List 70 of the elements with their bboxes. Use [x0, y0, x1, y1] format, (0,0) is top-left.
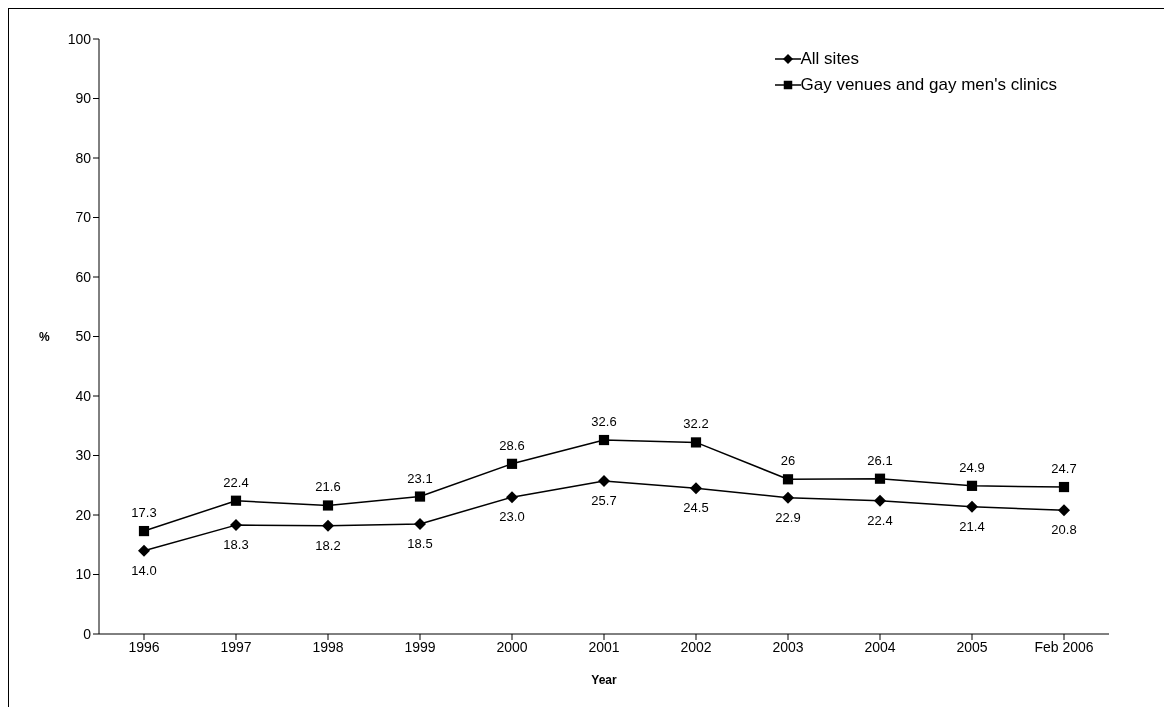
x-tick-label: 2003 — [772, 638, 804, 655]
point — [138, 544, 150, 557]
y-tick-label: 100 — [67, 30, 92, 47]
y-tick-label: 70 — [75, 209, 92, 226]
point — [1058, 504, 1070, 517]
point — [230, 519, 242, 532]
data-label: 32.2 — [683, 416, 709, 432]
point — [1058, 481, 1070, 493]
x-tick-label: 1998 — [312, 638, 344, 655]
point — [322, 519, 334, 532]
x-tick-label: 2002 — [680, 638, 712, 655]
x-tick-label: 2000 — [496, 638, 528, 655]
point — [690, 482, 702, 495]
data-label: 14.0 — [131, 562, 157, 578]
legend-label: All sites — [800, 49, 860, 69]
point — [138, 525, 150, 537]
point — [874, 494, 886, 507]
point — [598, 475, 610, 488]
data-label: 20.8 — [1051, 522, 1077, 538]
y-tick-label: 20 — [75, 506, 92, 523]
y-tick-label: 30 — [75, 447, 92, 464]
data-label: 23.1 — [407, 470, 433, 486]
x-axis-title: Year — [591, 673, 618, 687]
point — [966, 480, 978, 491]
point — [782, 491, 794, 504]
x-tick-label: 2001 — [588, 638, 620, 655]
point — [322, 500, 334, 511]
point — [414, 517, 426, 530]
x-tick-label: 1997 — [220, 638, 252, 655]
y-tick-label: 90 — [75, 90, 92, 107]
data-label: 26.1 — [867, 452, 893, 468]
data-label: 18.2 — [315, 537, 341, 553]
data-label: 18.3 — [223, 537, 249, 553]
data-label: 32.6 — [591, 414, 617, 430]
data-label: 24.7 — [1051, 461, 1077, 477]
data-label: 22.4 — [223, 474, 249, 490]
y-tick-label: 80 — [75, 149, 92, 166]
legend-label: Gay venues and gay men's clinics — [800, 75, 1057, 95]
data-label: 17.3 — [131, 505, 157, 521]
y-tick-label: 60 — [75, 268, 92, 285]
y-tick-label: 50 — [75, 328, 92, 345]
data-label: 21.4 — [959, 518, 985, 534]
y-tick-label: 0 — [83, 625, 92, 642]
y-tick-label: 10 — [75, 566, 92, 583]
x-tick-label: 2005 — [956, 638, 988, 655]
data-label: 22.9 — [775, 509, 801, 525]
point — [506, 491, 518, 504]
data-label: 25.7 — [591, 493, 617, 509]
point — [230, 495, 242, 506]
data-label: 21.6 — [315, 479, 341, 495]
data-label: 23.0 — [499, 509, 525, 525]
data-label: 18.5 — [407, 535, 433, 551]
point — [966, 500, 978, 513]
y-tick-label: 40 — [75, 387, 92, 404]
data-label: 24.5 — [683, 500, 709, 516]
data-label: 24.9 — [959, 459, 985, 475]
x-tick-label: 1999 — [404, 638, 436, 655]
x-tick-label: 1996 — [128, 638, 160, 655]
point — [506, 458, 518, 469]
point — [690, 437, 702, 448]
point — [874, 473, 886, 484]
point — [414, 491, 426, 502]
x-tick-label: Feb 2006 — [1034, 638, 1094, 655]
data-label: 26 — [780, 453, 796, 469]
point — [598, 434, 610, 446]
y-axis-title: % — [39, 329, 50, 344]
x-tick-label: 2004 — [864, 638, 896, 655]
point — [782, 474, 794, 485]
data-label: 22.4 — [867, 512, 893, 528]
data-label: 28.6 — [499, 437, 525, 453]
